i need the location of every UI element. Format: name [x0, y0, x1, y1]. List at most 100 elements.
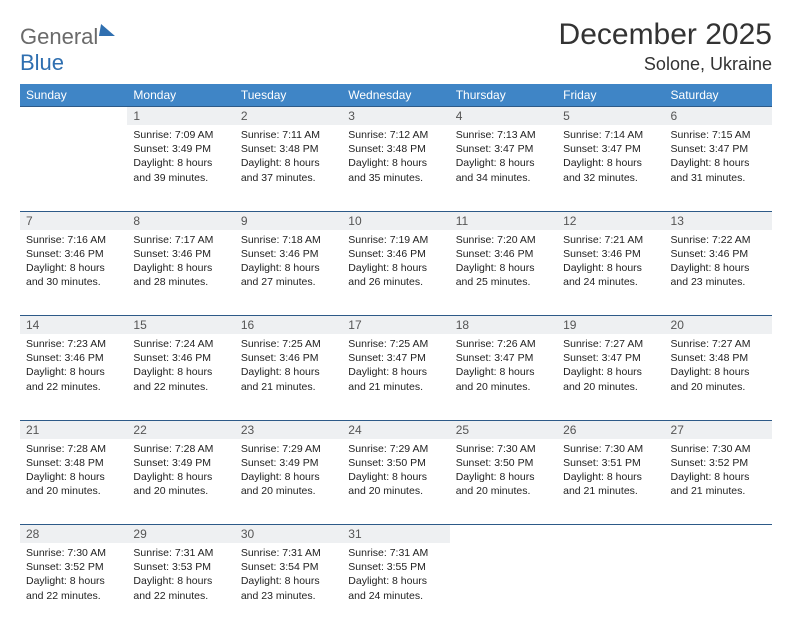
- day-cell: Sunrise: 7:13 AMSunset: 3:47 PMDaylight:…: [450, 125, 557, 211]
- day-cell: Sunrise: 7:30 AMSunset: 3:52 PMDaylight:…: [20, 543, 127, 629]
- sunrise-text: Sunrise: 7:31 AM: [133, 546, 228, 560]
- sunset-text: Sunset: 3:48 PM: [348, 142, 443, 156]
- day-cell: Sunrise: 7:29 AMSunset: 3:50 PMDaylight:…: [342, 439, 449, 525]
- day-cell: [557, 543, 664, 629]
- sunrise-text: Sunrise: 7:13 AM: [456, 128, 551, 142]
- day-number-cell: 21: [20, 420, 127, 439]
- sunrise-text: Sunrise: 7:12 AM: [348, 128, 443, 142]
- sunset-text: Sunset: 3:47 PM: [456, 351, 551, 365]
- sunset-text: Sunset: 3:49 PM: [241, 456, 336, 470]
- day-number-cell: 1: [127, 107, 234, 126]
- sunset-text: Sunset: 3:47 PM: [563, 351, 658, 365]
- day-number-cell: 9: [235, 211, 342, 230]
- daylight-text: and 35 minutes.: [348, 171, 443, 185]
- daylight-text: Daylight: 8 hours: [26, 261, 121, 275]
- sunrise-text: Sunrise: 7:23 AM: [26, 337, 121, 351]
- day-body-row: Sunrise: 7:30 AMSunset: 3:52 PMDaylight:…: [20, 543, 772, 629]
- sunrise-text: Sunrise: 7:19 AM: [348, 233, 443, 247]
- daylight-text: and 32 minutes.: [563, 171, 658, 185]
- daylight-text: Daylight: 8 hours: [563, 156, 658, 170]
- sunrise-text: Sunrise: 7:27 AM: [563, 337, 658, 351]
- day-number-cell: 30: [235, 525, 342, 544]
- sunset-text: Sunset: 3:46 PM: [671, 247, 766, 261]
- day-cell: Sunrise: 7:14 AMSunset: 3:47 PMDaylight:…: [557, 125, 664, 211]
- weekday-header: Friday: [557, 84, 664, 107]
- sunrise-text: Sunrise: 7:24 AM: [133, 337, 228, 351]
- day-number-cell: 23: [235, 420, 342, 439]
- day-number-cell: 5: [557, 107, 664, 126]
- day-cell: Sunrise: 7:30 AMSunset: 3:52 PMDaylight:…: [665, 439, 772, 525]
- day-body-row: Sunrise: 7:09 AMSunset: 3:49 PMDaylight:…: [20, 125, 772, 211]
- weekday-header: Sunday: [20, 84, 127, 107]
- day-cell: Sunrise: 7:15 AMSunset: 3:47 PMDaylight:…: [665, 125, 772, 211]
- daylight-text: Daylight: 8 hours: [563, 261, 658, 275]
- daylight-text: Daylight: 8 hours: [348, 261, 443, 275]
- sunset-text: Sunset: 3:50 PM: [456, 456, 551, 470]
- sunset-text: Sunset: 3:55 PM: [348, 560, 443, 574]
- weekday-header: Tuesday: [235, 84, 342, 107]
- sunrise-text: Sunrise: 7:25 AM: [348, 337, 443, 351]
- daylight-text: and 23 minutes.: [241, 589, 336, 603]
- daylight-text: Daylight: 8 hours: [26, 365, 121, 379]
- daylight-text: and 24 minutes.: [348, 589, 443, 603]
- sunset-text: Sunset: 3:49 PM: [133, 456, 228, 470]
- daylight-text: Daylight: 8 hours: [348, 574, 443, 588]
- day-number-cell: [450, 525, 557, 544]
- daylight-text: and 37 minutes.: [241, 171, 336, 185]
- day-cell: Sunrise: 7:29 AMSunset: 3:49 PMDaylight:…: [235, 439, 342, 525]
- daylight-text: Daylight: 8 hours: [671, 470, 766, 484]
- day-cell: Sunrise: 7:30 AMSunset: 3:50 PMDaylight:…: [450, 439, 557, 525]
- daylight-text: Daylight: 8 hours: [241, 261, 336, 275]
- daylight-text: and 30 minutes.: [26, 275, 121, 289]
- daylight-text: Daylight: 8 hours: [348, 365, 443, 379]
- sunrise-text: Sunrise: 7:28 AM: [26, 442, 121, 456]
- day-cell: Sunrise: 7:25 AMSunset: 3:46 PMDaylight:…: [235, 334, 342, 420]
- daylight-text: and 20 minutes.: [348, 484, 443, 498]
- weekday-header: Wednesday: [342, 84, 449, 107]
- day-cell: [20, 125, 127, 211]
- day-cell: Sunrise: 7:25 AMSunset: 3:47 PMDaylight:…: [342, 334, 449, 420]
- daylight-text: and 23 minutes.: [671, 275, 766, 289]
- day-number-cell: 4: [450, 107, 557, 126]
- day-cell: Sunrise: 7:24 AMSunset: 3:46 PMDaylight:…: [127, 334, 234, 420]
- day-number-cell: 10: [342, 211, 449, 230]
- daynum-row: 14151617181920: [20, 316, 772, 335]
- day-cell: Sunrise: 7:23 AMSunset: 3:46 PMDaylight:…: [20, 334, 127, 420]
- daylight-text: Daylight: 8 hours: [241, 365, 336, 379]
- daylight-text: and 22 minutes.: [26, 380, 121, 394]
- day-cell: Sunrise: 7:28 AMSunset: 3:48 PMDaylight:…: [20, 439, 127, 525]
- sunrise-text: Sunrise: 7:15 AM: [671, 128, 766, 142]
- daylight-text: and 21 minutes.: [563, 484, 658, 498]
- day-cell: Sunrise: 7:22 AMSunset: 3:46 PMDaylight:…: [665, 230, 772, 316]
- daylight-text: Daylight: 8 hours: [241, 470, 336, 484]
- sunset-text: Sunset: 3:47 PM: [456, 142, 551, 156]
- day-number-cell: 2: [235, 107, 342, 126]
- sunset-text: Sunset: 3:47 PM: [563, 142, 658, 156]
- day-number-cell: [20, 107, 127, 126]
- day-cell: Sunrise: 7:19 AMSunset: 3:46 PMDaylight:…: [342, 230, 449, 316]
- day-cell: Sunrise: 7:16 AMSunset: 3:46 PMDaylight:…: [20, 230, 127, 316]
- sunrise-text: Sunrise: 7:22 AM: [671, 233, 766, 247]
- day-number-cell: 27: [665, 420, 772, 439]
- brand-logo: General Blue: [20, 18, 116, 76]
- daynum-row: 21222324252627: [20, 420, 772, 439]
- day-number-cell: 11: [450, 211, 557, 230]
- day-number-cell: 28: [20, 525, 127, 544]
- sunset-text: Sunset: 3:50 PM: [348, 456, 443, 470]
- day-cell: Sunrise: 7:20 AMSunset: 3:46 PMDaylight:…: [450, 230, 557, 316]
- daylight-text: Daylight: 8 hours: [456, 156, 551, 170]
- day-cell: Sunrise: 7:30 AMSunset: 3:51 PMDaylight:…: [557, 439, 664, 525]
- sunrise-text: Sunrise: 7:30 AM: [671, 442, 766, 456]
- daylight-text: Daylight: 8 hours: [456, 261, 551, 275]
- brand-part1: General: [20, 24, 98, 49]
- day-cell: Sunrise: 7:27 AMSunset: 3:47 PMDaylight:…: [557, 334, 664, 420]
- day-number-cell: [557, 525, 664, 544]
- sunrise-text: Sunrise: 7:25 AM: [241, 337, 336, 351]
- day-cell: Sunrise: 7:11 AMSunset: 3:48 PMDaylight:…: [235, 125, 342, 211]
- daylight-text: and 27 minutes.: [241, 275, 336, 289]
- brand-text: General Blue: [20, 24, 116, 76]
- daylight-text: and 20 minutes.: [456, 380, 551, 394]
- daylight-text: and 20 minutes.: [26, 484, 121, 498]
- daylight-text: and 20 minutes.: [241, 484, 336, 498]
- sunrise-text: Sunrise: 7:28 AM: [133, 442, 228, 456]
